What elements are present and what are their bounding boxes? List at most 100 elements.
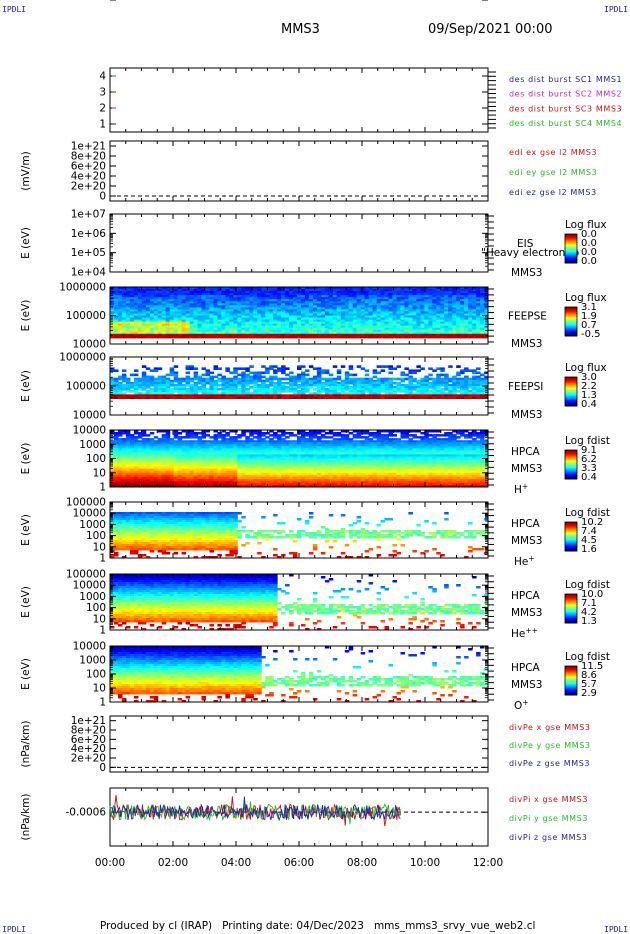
- heatmap-cell: [213, 440, 218, 443]
- heatmap-cell: [169, 381, 175, 385]
- heatmap-cell: [257, 440, 262, 443]
- heatmap-cell: [241, 394, 246, 397]
- heatmap-cell: [301, 446, 306, 449]
- heatmap-cell: [253, 323, 258, 327]
- heatmap-cell: [237, 446, 242, 449]
- colorbar-step: [565, 399, 577, 402]
- heatmap-cell: [237, 394, 242, 397]
- heatmap-cell: [149, 299, 155, 302]
- heatmap-cell: [460, 335, 465, 339]
- heatmap-cell: [169, 289, 175, 292]
- heatmap-cell: [444, 375, 449, 379]
- heatmap-cell: [452, 440, 457, 443]
- heatmap-cell: [384, 297, 389, 300]
- heatmap-cell: [245, 295, 250, 298]
- heatmap-cell: [408, 383, 413, 387]
- heatmap-cell: [253, 432, 258, 435]
- heatmap-cell: [237, 377, 242, 381]
- heatmap-cell: [269, 379, 274, 383]
- heatmap-cell: [281, 450, 286, 453]
- heatmap-cell: [141, 392, 147, 395]
- heatmap-cell: [308, 301, 314, 304]
- heatmap-cell: [125, 325, 131, 329]
- heatmap-cell: [348, 390, 354, 393]
- heatmap-cell: [448, 446, 453, 449]
- heatmap-cell: [424, 396, 429, 399]
- heatmap-cell: [114, 379, 119, 383]
- heatmap-cell: [424, 394, 429, 397]
- heatmap-cell: [468, 309, 473, 312]
- heatmap-cell: [396, 446, 401, 449]
- heatmap-cell: [141, 297, 147, 300]
- heatmap-cell: [476, 311, 481, 314]
- heatmap-cell: [340, 293, 346, 296]
- heatmap-cell: [125, 329, 131, 333]
- heatmap-cell: [173, 305, 179, 308]
- heatmap-cell: [344, 317, 350, 320]
- heatmap-cell: [464, 321, 469, 325]
- heatmap-cell: [165, 386, 171, 389]
- heatmap-cell: [121, 307, 127, 310]
- heatmap-cell: [297, 375, 302, 379]
- heatmap-cell: [114, 307, 119, 310]
- heatmap-cell: [448, 386, 453, 389]
- heatmap-cell: [420, 367, 425, 370]
- heatmap-cell: [420, 309, 425, 312]
- heatmap-cell: [392, 301, 397, 304]
- heatmap-cell: [340, 444, 346, 447]
- heatmap-cell: [324, 311, 330, 314]
- heatmap-cell: [408, 303, 413, 306]
- colorbar-tick-label: 0.0: [581, 238, 597, 249]
- heatmap-cell: [169, 379, 175, 383]
- heatmap-cell: [308, 291, 314, 294]
- heatmap-cell: [201, 448, 206, 451]
- heatmap-cell: [476, 301, 481, 304]
- heatmap-cell: [257, 301, 262, 304]
- heatmap-cell: [241, 327, 246, 331]
- heatmap-cell: [233, 317, 238, 320]
- heatmap-cell: [436, 442, 441, 445]
- heatmap-cell: [273, 452, 278, 455]
- heatmap-cell: [388, 386, 393, 389]
- heatmap-cell: [404, 323, 409, 327]
- heatmap-cell: [444, 331, 449, 335]
- heatmap-cell: [348, 381, 354, 385]
- heatmap-cell: [201, 319, 206, 323]
- heatmap-cell: [133, 317, 139, 320]
- heatmap-cell: [484, 388, 489, 391]
- heatmap-cell: [364, 335, 370, 339]
- heatmap-cell: [181, 329, 187, 333]
- heatmap-cell: [336, 295, 342, 298]
- heatmap-cell: [153, 383, 159, 387]
- heatmap-cell: [133, 297, 139, 300]
- heatmap-cell: [452, 446, 457, 449]
- heatmap-cell: [157, 329, 163, 333]
- heatmap-cell: [237, 303, 242, 306]
- heatmap-cell: [245, 297, 250, 300]
- heatmap-cell: [285, 381, 290, 385]
- heatmap-cell: [400, 301, 405, 304]
- heatmap-cell: [400, 331, 405, 335]
- heatmap-cell: [376, 305, 382, 308]
- heatmap-cell: [460, 325, 465, 329]
- heatmap-cell: [356, 301, 362, 304]
- heatmap-cell: [384, 327, 389, 331]
- heatmap-cell: [444, 323, 449, 327]
- spacecraft-label: MMS3: [511, 267, 542, 279]
- y-tick-label: 2: [99, 103, 106, 115]
- heatmap-cell: [129, 438, 135, 441]
- heatmap-cell: [416, 430, 421, 433]
- heatmap-cell: [476, 446, 481, 449]
- heatmap-cell: [205, 289, 210, 292]
- heatmap-cell: [149, 289, 155, 292]
- heatmap-cell: [372, 307, 378, 310]
- heatmap-cell: [480, 446, 485, 449]
- heatmap-cell: [368, 448, 374, 451]
- heatmap-cell: [336, 381, 342, 385]
- heatmap-cell: [344, 444, 350, 447]
- heatmap-cell: [352, 331, 358, 335]
- heatmap-cell: [416, 442, 421, 445]
- heatmap-cell: [412, 329, 417, 333]
- heatmap-cell: [281, 335, 286, 339]
- heatmap-cell: [141, 323, 147, 327]
